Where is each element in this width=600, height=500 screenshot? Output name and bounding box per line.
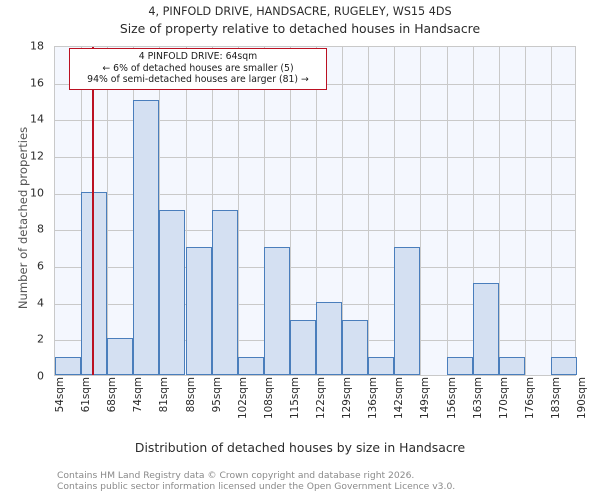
gridline-vertical bbox=[498, 47, 500, 375]
gridline-vertical bbox=[420, 47, 422, 375]
gridline-vertical bbox=[185, 47, 187, 375]
x-tick-label: 88sqm bbox=[184, 377, 197, 413]
x-tick-label: 74sqm bbox=[132, 377, 145, 413]
gridline-vertical bbox=[446, 47, 448, 375]
histogram-bar bbox=[446, 356, 473, 375]
gridline-vertical bbox=[524, 47, 526, 375]
x-tick-label: 190sqm bbox=[576, 377, 588, 419]
y-tick-label: 0 bbox=[37, 369, 44, 383]
annotation-line-2: ← 6% of detached houses are smaller (5) bbox=[102, 62, 294, 74]
histogram-bar bbox=[263, 246, 290, 375]
gridline-horizontal bbox=[55, 303, 575, 305]
chart-title-block: 4, PINFOLD DRIVE, HANDSACRE, RUGELEY, WS… bbox=[0, 4, 600, 38]
gridline-horizontal bbox=[55, 157, 575, 158]
annotation-line-1: 4 PINFOLD DRIVE: 64sqm bbox=[138, 51, 258, 62]
x-tick-label: 142sqm bbox=[393, 377, 406, 419]
x-tick-label: 54sqm bbox=[54, 377, 66, 413]
page-title: 4, PINFOLD DRIVE, HANDSACRE, RUGELEY, WS… bbox=[148, 5, 452, 18]
footer-line-2: Contains public sector information licen… bbox=[57, 481, 456, 492]
y-tick-label: 10 bbox=[30, 186, 44, 200]
y-tick-label: 2 bbox=[37, 332, 44, 346]
plot-area bbox=[54, 46, 577, 376]
histogram-bar bbox=[133, 100, 160, 375]
histogram-bar bbox=[342, 320, 369, 375]
histogram-bar bbox=[159, 210, 186, 375]
gridline-vertical bbox=[472, 47, 474, 375]
x-tick-label: 129sqm bbox=[341, 377, 354, 419]
x-tick-label: 102sqm bbox=[236, 377, 249, 419]
y-tick-label: 14 bbox=[30, 112, 44, 126]
histogram-bar bbox=[107, 338, 134, 375]
x-tick-label: 176sqm bbox=[523, 377, 536, 419]
histogram-bar bbox=[498, 356, 525, 375]
marker-layer bbox=[55, 47, 575, 375]
bars-layer bbox=[55, 47, 577, 375]
footer-line-1: Contains HM Land Registry data © Crown c… bbox=[57, 470, 415, 481]
x-tick-label: 149sqm bbox=[419, 377, 432, 419]
x-tick-label: 81sqm bbox=[158, 377, 171, 413]
histogram-bar bbox=[289, 320, 316, 375]
property-marker-line bbox=[92, 47, 95, 375]
y-tick-label: 8 bbox=[37, 222, 44, 236]
x-tick-label: 170sqm bbox=[497, 377, 510, 419]
gridline-vertical bbox=[316, 47, 317, 375]
x-tick-label: 108sqm bbox=[262, 377, 275, 419]
x-tick-label: 115sqm bbox=[288, 377, 301, 419]
histogram-bar bbox=[185, 246, 212, 375]
histogram-bar bbox=[550, 356, 577, 375]
gridline-vertical bbox=[550, 47, 552, 375]
x-tick-label: 122sqm bbox=[315, 377, 327, 419]
x-axis: 54sqm 61sqm 68sqm 74sqm 81sqm 88sqm 95sqm 102sq… bbox=[54, 377, 588, 433]
y-axis: 0 2 4 6 8 10 12 14 16 18 bbox=[0, 40, 50, 383]
gridline-vertical bbox=[289, 47, 291, 375]
gridline-horizontal bbox=[55, 267, 575, 268]
histogram-bar bbox=[55, 356, 82, 375]
x-axis-title: Distribution of detached houses by size … bbox=[134, 440, 466, 455]
chart-subtitle: Size of property relative to detached ho… bbox=[119, 21, 481, 36]
attribution-footer: Contains HM Land Registry data © Crown c… bbox=[57, 470, 455, 492]
annotation-line-3: 94% of semi-detached houses are larger (… bbox=[87, 74, 309, 86]
y-tick-label: 12 bbox=[30, 149, 44, 163]
gridline-vertical bbox=[263, 47, 265, 375]
gridline-vertical bbox=[394, 47, 396, 375]
histogram-bar bbox=[394, 246, 421, 375]
annotation-callout: 4 PINFOLD DRIVE: 64sqm ← 6% of detached … bbox=[69, 48, 327, 90]
x-tick-label: 163sqm bbox=[471, 377, 484, 419]
x-tick-label: 95sqm bbox=[210, 377, 223, 413]
gridline-horizontal bbox=[55, 193, 575, 195]
histogram-bar bbox=[368, 356, 395, 375]
gridline-vertical bbox=[237, 47, 239, 375]
y-tick-label: 18 bbox=[30, 39, 44, 53]
x-tick-label: 61sqm bbox=[80, 377, 93, 413]
gridline-horizontal bbox=[55, 120, 575, 122]
x-tick-label: 156sqm bbox=[445, 377, 458, 419]
y-tick-label: 16 bbox=[30, 76, 44, 90]
histogram-bar bbox=[316, 301, 343, 375]
x-tick-label: 68sqm bbox=[106, 377, 119, 413]
histogram-bar bbox=[472, 283, 499, 375]
histogram-bar bbox=[211, 210, 238, 375]
gridline-vertical bbox=[342, 47, 344, 375]
x-tick-label: 183sqm bbox=[549, 377, 562, 419]
y-tick-label: 6 bbox=[37, 259, 44, 273]
x-tick-label: 136sqm bbox=[367, 377, 380, 419]
y-tick-label: 4 bbox=[37, 296, 44, 310]
gridline-horizontal bbox=[55, 230, 575, 232]
gridline-vertical bbox=[107, 47, 109, 375]
gridline-vertical bbox=[368, 47, 370, 375]
histogram-bar bbox=[237, 356, 264, 375]
y-axis-title: Number of detached properties bbox=[16, 126, 30, 310]
